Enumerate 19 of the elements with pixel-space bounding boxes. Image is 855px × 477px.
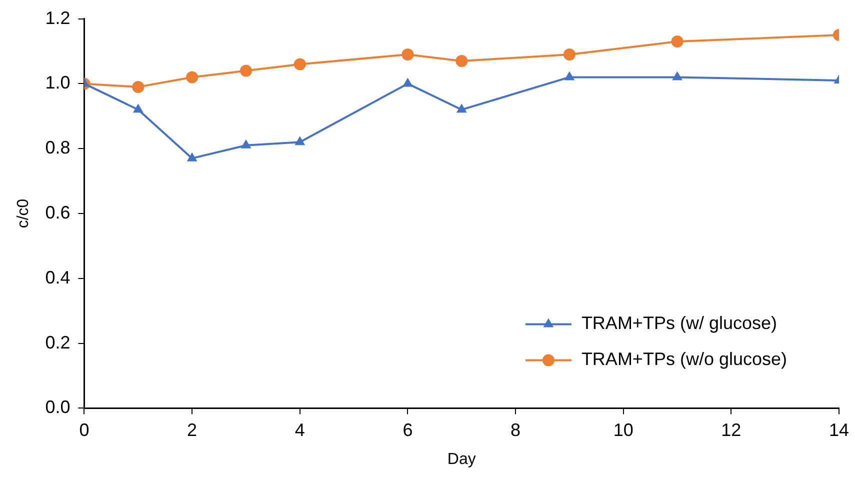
y-axis-title: c/c0	[15, 198, 32, 228]
y-tick-label: 0.8	[45, 138, 70, 158]
x-tick-label: 10	[613, 420, 634, 440]
y-tick-label: 0.0	[45, 397, 70, 418]
legend-label: TRAM+TPs (w/ glucose)	[581, 313, 777, 334]
x-tick-label: 4	[294, 420, 305, 440]
x-tick-label: 6	[402, 420, 413, 440]
x-tick-label: 8	[510, 420, 521, 440]
x-axis-title: Day	[447, 450, 476, 468]
y-tick-label: 1.2	[45, 8, 70, 28]
y-tick-label: 0.2	[45, 332, 70, 352]
y-tick-label: 0.6	[45, 202, 70, 222]
y-tick-label: 1.0	[45, 72, 70, 93]
x-tick-label: 2	[187, 420, 198, 440]
x-tick-label: 12	[721, 420, 742, 440]
x-tick-label: 0	[79, 420, 90, 440]
x-tick-label: 14	[828, 420, 850, 440]
y-tick-label: 0.4	[45, 267, 70, 288]
legend-label: TRAM+TPs (w/o glucose)	[581, 349, 787, 370]
